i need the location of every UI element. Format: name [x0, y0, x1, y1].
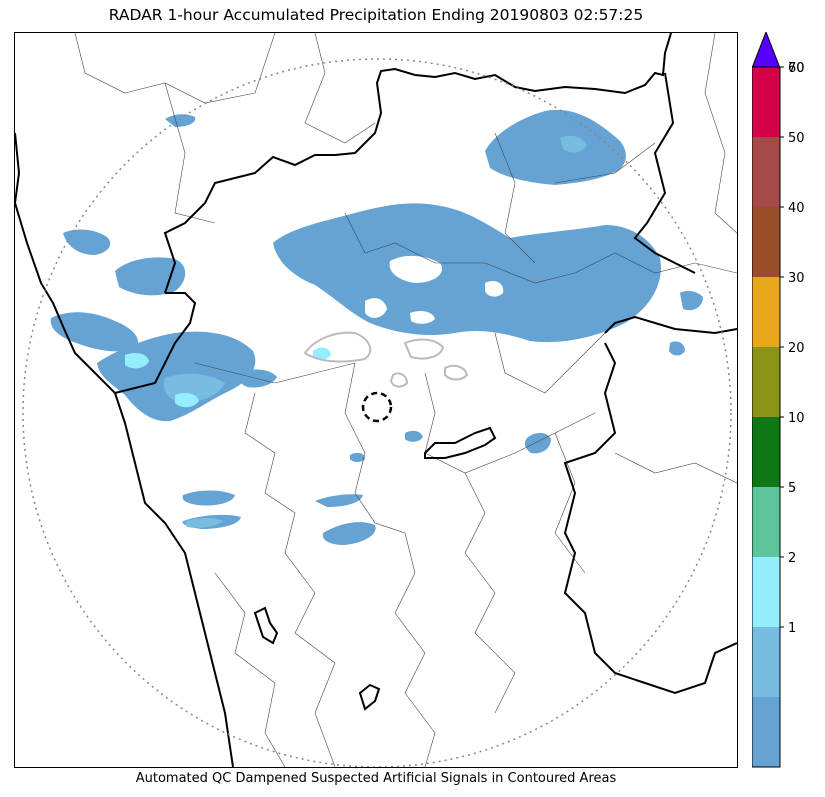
qc-contours: [303, 331, 469, 388]
echo-east-2: [680, 290, 703, 311]
precipitation-echoes: [50, 109, 703, 545]
district-line-5: [554, 142, 656, 184]
colorbar-tick-label: 50: [788, 131, 805, 146]
colorbar-tick-label: 2: [788, 551, 796, 566]
echo-south-3: [315, 494, 363, 507]
colorbar-tick-label: 30: [788, 271, 805, 286]
echo-medium-ne: [560, 135, 587, 153]
colorbar-frame: [751, 66, 781, 768]
echo-central-band: [273, 203, 661, 343]
state-boundary-west-coast: [15, 132, 234, 767]
state-boundary-east: [633, 72, 696, 274]
colorbar-segment: [752, 697, 780, 767]
echo-east-1: [524, 432, 551, 454]
district-line-16: [214, 572, 286, 767]
state-boundary-enclave: [424, 426, 497, 459]
map-title: RADAR 1-hour Accumulated Precipitation E…: [108, 6, 644, 24]
colorbar-segment: [752, 67, 780, 137]
colorbar-extend-arrow: [751, 30, 781, 69]
district-line-19: [704, 33, 737, 234]
district-line-4: [494, 132, 536, 264]
echo-gap-1: [389, 255, 443, 283]
colorbar-tick-label: 60: [788, 61, 805, 76]
colorbar-segment: [752, 347, 780, 417]
district-line-6: [344, 212, 616, 284]
colorbar-segment: [752, 487, 780, 557]
echo-northwest-strip: [63, 229, 111, 255]
echo-medium-south: [185, 518, 223, 528]
colorbar-tick-label: 1: [788, 621, 796, 636]
qc-footnote: Automated QC Dampened Suspected Artifici…: [135, 771, 617, 786]
state-boundary-west-inner: [114, 292, 197, 394]
qc-contour-1: [303, 331, 372, 363]
district-line-7: [194, 362, 356, 384]
district-line-2: [164, 82, 216, 224]
state-boundary-east-lower: [604, 315, 737, 335]
radar-map[interactable]: [14, 32, 738, 768]
echo-gap-4: [410, 311, 435, 324]
district-line-14: [464, 472, 516, 714]
echo-heavy-west-1: [125, 353, 149, 369]
district-line-17: [614, 452, 737, 484]
colorbar-tick-label-top: 70: [788, 61, 805, 76]
district-line-1: [74, 33, 276, 104]
colorbar-segments: [752, 67, 780, 767]
colorbar-tick-label: 20: [788, 341, 805, 356]
echo-heavy-center: [313, 347, 331, 360]
district-line-12: [284, 512, 336, 767]
colorbar-segment: [752, 137, 780, 207]
precip-colorbar: 1 2 5 10 20 30 40 50 60 70: [751, 30, 823, 772]
district-boundaries: [74, 33, 737, 767]
radar-map-canvas: [15, 33, 737, 767]
echo-gap-2: [365, 298, 387, 318]
district-line-3: [304, 33, 376, 144]
echo-heavy-west-2: [175, 393, 199, 408]
state-boundary-east-mid: [563, 342, 737, 695]
district-line-10: [424, 372, 596, 474]
echo-north-small: [165, 114, 196, 127]
echo-west-coast: [50, 312, 139, 352]
district-line-13: [394, 572, 436, 767]
qc-contour-4: [389, 372, 409, 388]
colorbar-segment: [752, 627, 780, 697]
state-boundaries: [15, 33, 737, 767]
district-line-15: [554, 432, 586, 574]
echo-east-3: [669, 341, 685, 356]
colorbar-segment: [752, 557, 780, 627]
colorbar-tick-label: 40: [788, 201, 805, 216]
precipitation-heavy: [125, 347, 331, 408]
district-line-18: [614, 252, 737, 274]
radar-site-marker: [361, 391, 393, 423]
district-line-8: [244, 392, 296, 514]
radar-range-ring: [22, 58, 732, 767]
echo-gaps: [365, 255, 504, 324]
echo-center-small: [405, 430, 423, 442]
echo-south-4: [322, 522, 376, 545]
state-boundary-island-2: [358, 683, 381, 711]
echo-south-1: [182, 490, 235, 506]
district-line-11: [494, 332, 606, 394]
echo-gap-3: [485, 281, 504, 297]
colorbar-tick-label: 5: [788, 481, 796, 496]
district-line-9: [344, 362, 416, 574]
colorbar-segment: [752, 207, 780, 277]
state-boundary-island-1: [253, 606, 279, 645]
colorbar-tick-label: 10: [788, 411, 805, 426]
echo-center-small-2: [350, 452, 365, 462]
qc-contour-2: [403, 338, 445, 360]
colorbar-segment: [752, 417, 780, 487]
qc-contour-3: [444, 364, 469, 381]
colorbar-segment: [752, 277, 780, 347]
state-boundary-north: [163, 33, 672, 294]
echo-northeast: [485, 109, 626, 185]
